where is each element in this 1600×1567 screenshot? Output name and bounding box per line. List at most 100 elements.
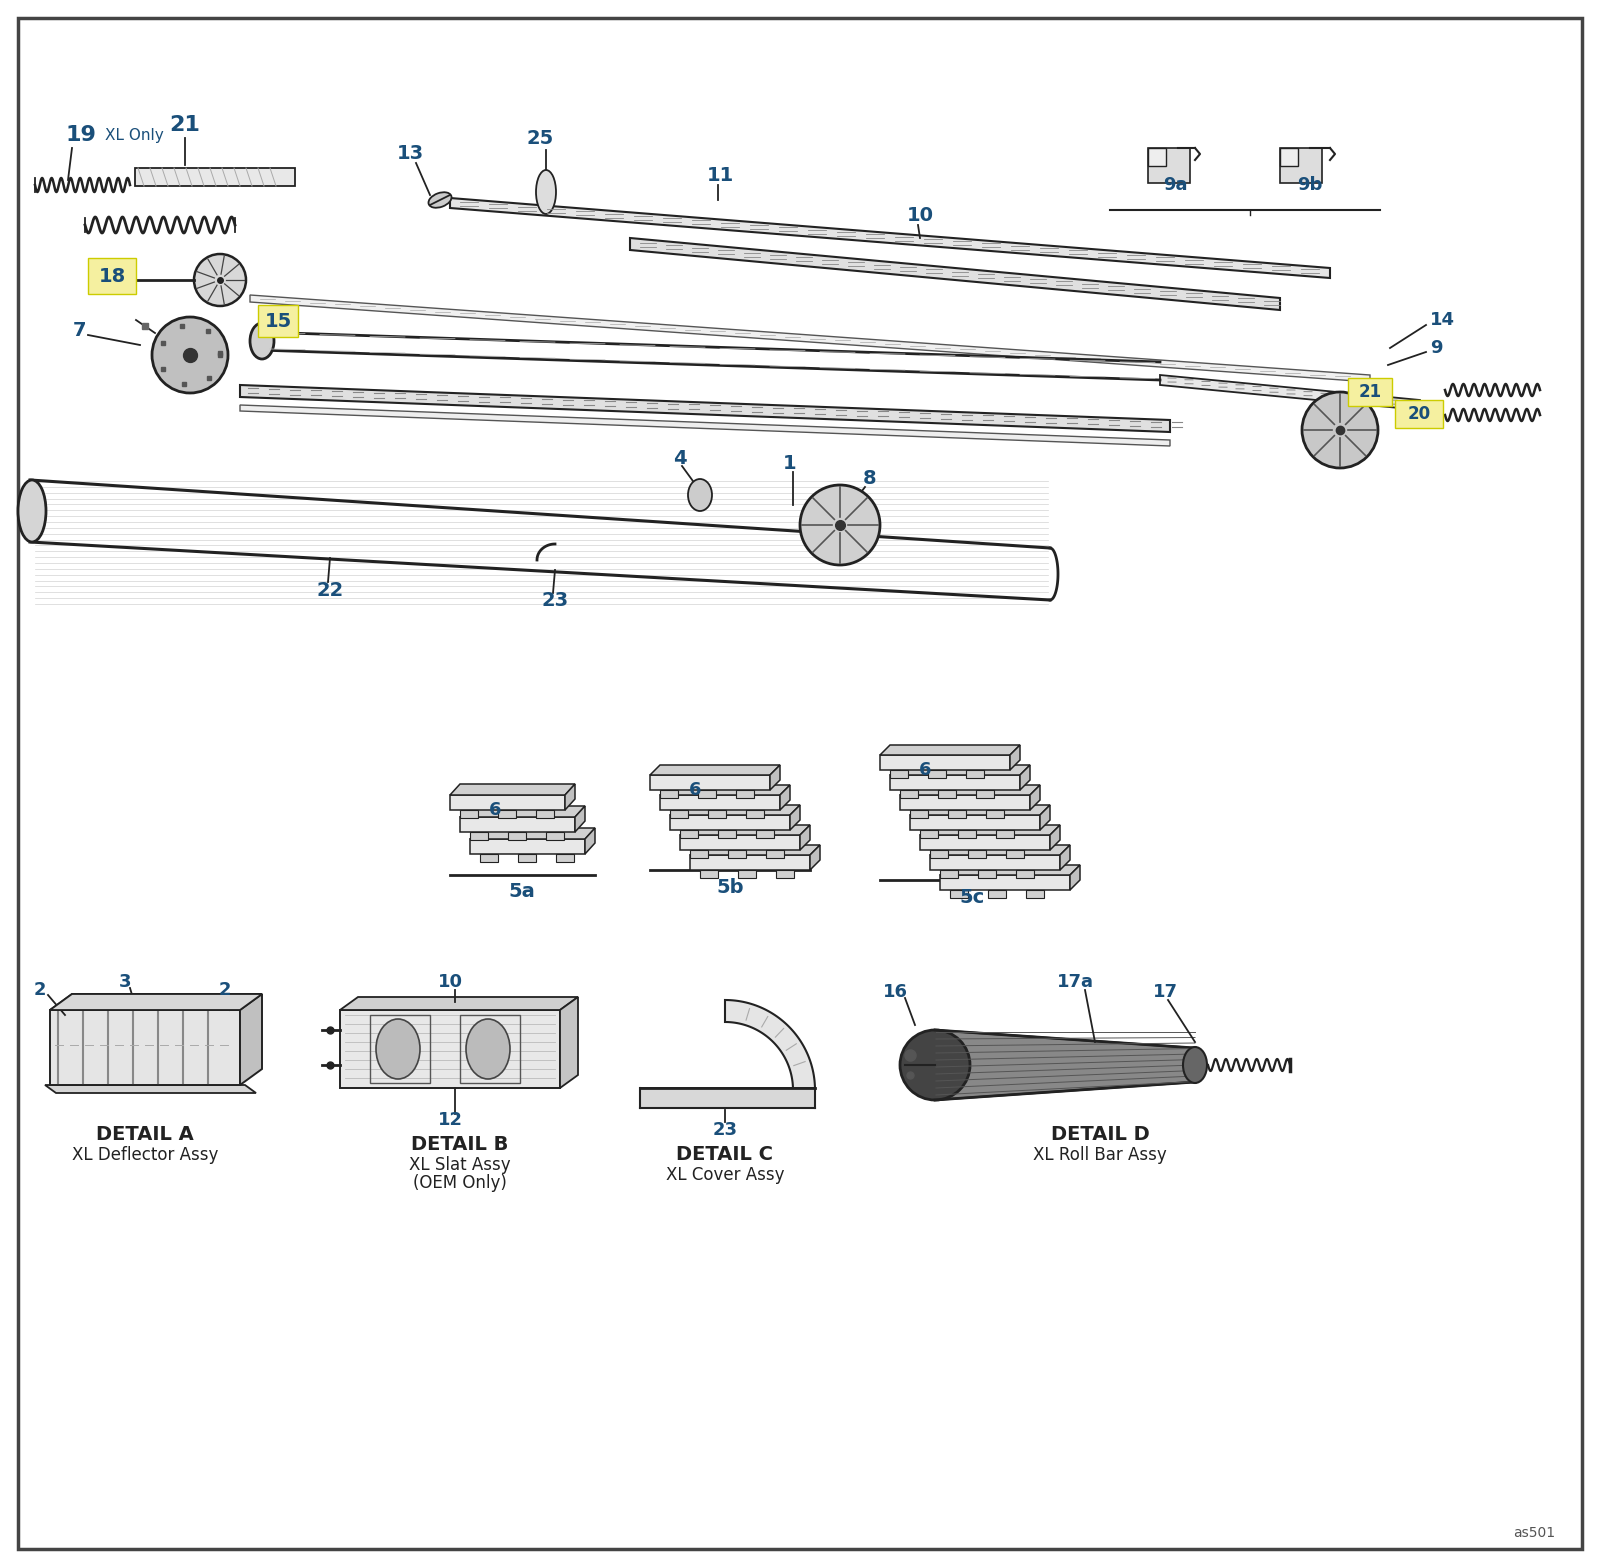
Ellipse shape — [466, 1019, 510, 1080]
Polygon shape — [890, 776, 1021, 790]
Polygon shape — [941, 865, 1080, 874]
Polygon shape — [450, 794, 565, 810]
Polygon shape — [880, 744, 1021, 755]
Bar — [680, 831, 698, 838]
Bar — [890, 769, 909, 777]
Polygon shape — [1040, 805, 1050, 831]
Polygon shape — [1010, 744, 1021, 769]
Polygon shape — [790, 805, 800, 831]
Text: DETAIL D: DETAIL D — [1051, 1125, 1149, 1144]
Text: 13: 13 — [397, 144, 424, 163]
Bar — [968, 849, 986, 859]
Bar — [461, 810, 478, 818]
Polygon shape — [630, 238, 1280, 310]
Polygon shape — [1021, 765, 1030, 790]
Text: 10: 10 — [907, 205, 933, 224]
Polygon shape — [781, 785, 790, 810]
Ellipse shape — [800, 486, 880, 566]
Polygon shape — [470, 827, 595, 838]
Bar — [966, 769, 984, 777]
Polygon shape — [930, 856, 1059, 870]
Polygon shape — [899, 794, 1030, 810]
Bar — [518, 854, 536, 862]
FancyBboxPatch shape — [88, 259, 136, 295]
Bar — [738, 870, 757, 878]
Bar — [728, 849, 746, 859]
Bar — [498, 810, 515, 818]
Bar — [509, 832, 526, 840]
Text: XL Deflector Assy: XL Deflector Assy — [72, 1145, 218, 1164]
Bar — [941, 870, 958, 878]
Text: 20: 20 — [1408, 404, 1430, 423]
Bar — [718, 831, 736, 838]
Bar — [947, 810, 966, 818]
Text: 9a: 9a — [1163, 176, 1187, 194]
Ellipse shape — [1182, 1047, 1206, 1083]
Polygon shape — [339, 997, 578, 1011]
Text: 6: 6 — [488, 801, 501, 820]
Bar — [938, 790, 957, 798]
Bar — [640, 1087, 814, 1108]
Polygon shape — [50, 1011, 240, 1084]
Polygon shape — [339, 1011, 560, 1087]
Bar — [698, 790, 717, 798]
Bar — [1149, 147, 1190, 183]
Text: 16: 16 — [883, 983, 907, 1001]
Polygon shape — [910, 805, 1050, 815]
Text: 14: 14 — [1430, 310, 1454, 329]
Polygon shape — [650, 765, 781, 776]
Polygon shape — [1070, 865, 1080, 890]
Polygon shape — [461, 805, 586, 816]
Bar — [707, 810, 726, 818]
Bar — [928, 769, 946, 777]
Text: XL Only: XL Only — [106, 127, 163, 143]
Text: as501: as501 — [1514, 1526, 1555, 1540]
Bar — [986, 810, 1005, 818]
Ellipse shape — [250, 323, 274, 359]
Polygon shape — [240, 993, 262, 1084]
Polygon shape — [574, 805, 586, 832]
FancyBboxPatch shape — [1395, 400, 1443, 428]
Polygon shape — [690, 845, 819, 856]
Polygon shape — [240, 404, 1170, 447]
Text: XL Slat Assy: XL Slat Assy — [410, 1156, 510, 1174]
Polygon shape — [250, 295, 1370, 382]
Text: 2: 2 — [34, 981, 46, 1000]
Polygon shape — [650, 776, 770, 790]
Bar — [661, 790, 678, 798]
Bar — [1016, 870, 1034, 878]
Polygon shape — [910, 815, 1040, 831]
Polygon shape — [810, 845, 819, 870]
Bar — [1280, 147, 1298, 166]
Text: 1: 1 — [782, 453, 797, 473]
Polygon shape — [450, 784, 574, 794]
Bar — [910, 810, 928, 818]
Ellipse shape — [18, 480, 46, 542]
Polygon shape — [1030, 785, 1040, 810]
Bar — [920, 831, 938, 838]
Bar — [776, 870, 794, 878]
Polygon shape — [800, 824, 810, 849]
Polygon shape — [586, 827, 595, 854]
Polygon shape — [50, 993, 262, 1011]
Bar — [461, 1015, 520, 1083]
Text: DETAIL A: DETAIL A — [96, 1125, 194, 1144]
Text: 4: 4 — [674, 448, 686, 467]
Text: 2: 2 — [219, 981, 232, 1000]
Text: 22: 22 — [317, 580, 344, 600]
Ellipse shape — [429, 193, 451, 208]
Text: 23: 23 — [712, 1120, 738, 1139]
Bar — [736, 790, 754, 798]
Text: DETAIL C: DETAIL C — [677, 1145, 773, 1164]
Bar — [899, 790, 918, 798]
Polygon shape — [661, 785, 790, 794]
Polygon shape — [880, 755, 1010, 769]
Text: 19: 19 — [66, 125, 96, 146]
Polygon shape — [45, 1084, 256, 1094]
Text: XL Cover Assy: XL Cover Assy — [666, 1166, 784, 1185]
Text: 17: 17 — [1152, 983, 1178, 1001]
Bar — [536, 810, 554, 818]
Text: 6: 6 — [688, 780, 701, 799]
Ellipse shape — [536, 169, 557, 215]
Bar — [978, 870, 995, 878]
